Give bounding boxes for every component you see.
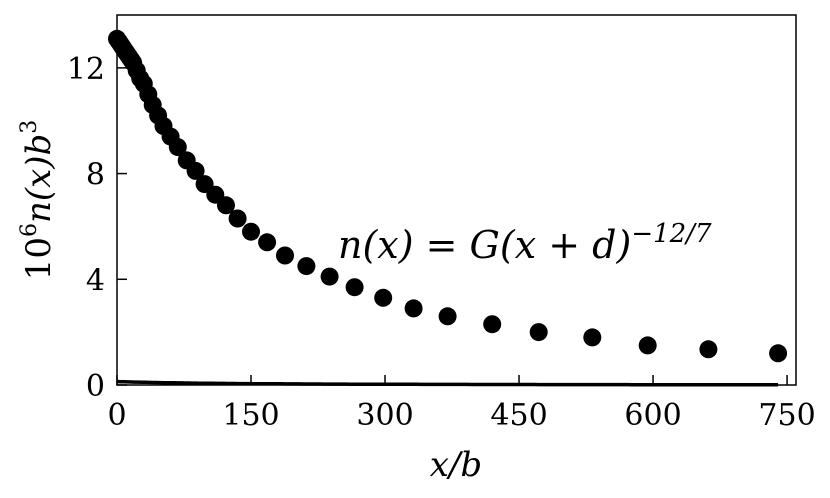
y-tick-label: 4 [86, 263, 105, 298]
x-tick-label: 750 [758, 398, 815, 433]
x-tick-label: 300 [356, 398, 413, 433]
data-point [404, 299, 423, 318]
data-point [320, 267, 339, 286]
data-point [276, 246, 294, 265]
data-point [217, 196, 235, 215]
x-axis: 0 150 300 450 600 750 [107, 375, 816, 433]
x-tick-label: 150 [222, 398, 279, 433]
data-point [168, 138, 187, 157]
x-tick-label: 600 [624, 398, 681, 433]
data-point [228, 209, 247, 228]
x-tick-label: 0 [107, 398, 126, 433]
data-point [529, 323, 548, 342]
x-axis-label: x/b [430, 445, 482, 485]
data-point [345, 278, 364, 297]
data-points [108, 29, 788, 363]
x-tick-label: 450 [490, 398, 547, 433]
data-point [483, 315, 502, 334]
data-point [769, 344, 788, 363]
fit-curve [116, 379, 779, 387]
data-point [258, 233, 277, 252]
data-point [186, 161, 205, 180]
data-point [242, 222, 260, 241]
y-axis-label: 106n(x)b3 [17, 120, 59, 281]
data-point [638, 336, 657, 355]
data-point [583, 328, 602, 347]
y-axis: 0 4 8 12 [67, 52, 127, 404]
data-point [699, 340, 718, 359]
y-tick-label: 12 [67, 52, 105, 87]
y-tick-label: 8 [86, 158, 105, 193]
data-point [297, 257, 316, 276]
annotation-formula: n(x) = G(x + d)−12/7 [338, 219, 712, 267]
data-point [374, 288, 393, 307]
data-point [438, 307, 457, 326]
y-tick-label: 0 [86, 369, 105, 404]
